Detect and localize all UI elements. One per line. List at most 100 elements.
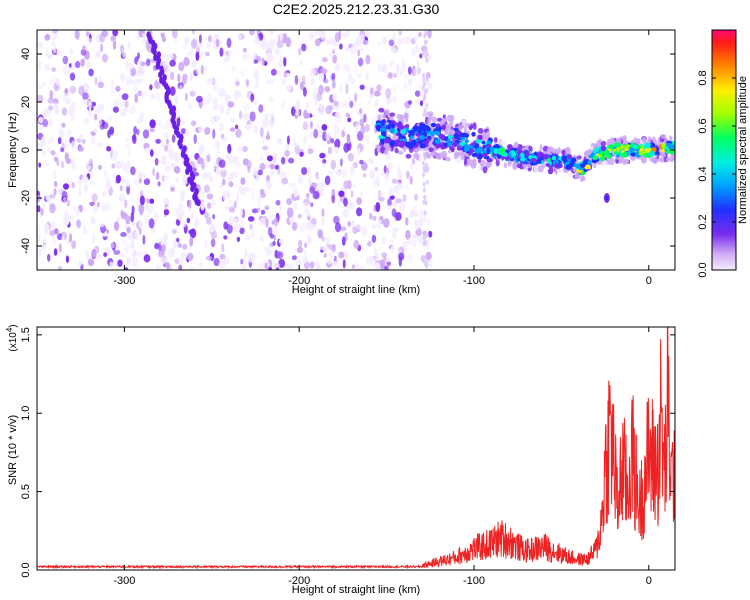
spectrogram-cell <box>272 261 277 270</box>
spectrogram-cell <box>191 59 197 69</box>
spectrogram-cell <box>207 202 212 209</box>
spectrogram-cell <box>416 64 420 70</box>
spectrogram-cell <box>168 148 174 160</box>
spectrogram-cell <box>168 102 173 110</box>
spectrogram-cell <box>150 149 154 157</box>
spectrogram-cell <box>110 79 115 87</box>
spectrogram-cell <box>374 262 381 270</box>
spectrogram-cell <box>91 234 96 244</box>
spectrogram-cell <box>284 264 292 270</box>
spectrogram-cell <box>169 71 175 81</box>
spectrogram-cell <box>410 135 414 140</box>
spectrogram-cell <box>431 116 437 123</box>
spectrogram-cell <box>150 93 156 100</box>
spectrogram-cell <box>41 201 46 209</box>
spectrogram-cell <box>253 51 257 59</box>
spectrogram-y-ticks: -40 -20 0 20 40 <box>20 48 675 254</box>
spectrogram-cell <box>384 172 390 182</box>
spectrogram-cell <box>288 157 295 164</box>
spectrogram-cell <box>205 51 210 57</box>
spectrogram-cell <box>648 136 651 143</box>
spectrogram-cell <box>156 51 161 59</box>
spectrogram-cell <box>418 209 425 219</box>
spectrogram-cell <box>61 235 65 242</box>
spectrogram-cell <box>149 127 155 133</box>
spectrogram-cell <box>353 65 358 74</box>
spectrogram-cell <box>253 70 259 80</box>
spectrogram-cell <box>226 157 233 166</box>
spectrogram-cell <box>588 154 594 159</box>
spectrogram-cell <box>649 142 656 148</box>
spectrogram-cell <box>435 123 441 128</box>
spectrogram-cell <box>182 174 188 185</box>
spectrogram-cell <box>302 121 308 131</box>
spectrogram-cell <box>245 235 251 242</box>
spectrogram-cell <box>261 57 265 66</box>
spectrogram-cell <box>303 135 308 144</box>
spectrogram-cell <box>367 240 372 247</box>
spectrogram-cell <box>118 194 126 203</box>
spectrogram-cell <box>130 166 136 176</box>
spectrogram-cell <box>425 51 429 57</box>
spectrogram-cell <box>353 239 360 249</box>
spectrogram-cell <box>126 184 130 195</box>
spectrogram-cell <box>295 266 301 270</box>
spectrogram-cell <box>294 102 301 111</box>
spectrogram-cell <box>445 123 449 129</box>
spectrogram-cell <box>669 155 675 163</box>
spectrogram-cell <box>96 142 104 148</box>
spectrogram-cell <box>86 165 94 173</box>
spectrogram-cell <box>423 33 427 39</box>
spectrogram-cell <box>668 135 673 143</box>
spectrogram-cell <box>172 247 175 256</box>
spectrogram-cell <box>200 64 204 75</box>
spectrogram-cell <box>220 169 227 178</box>
spectrogram-cell <box>185 92 188 102</box>
colorbar-tick-label: 0.0 <box>697 262 709 277</box>
spectrogram-cell <box>37 234 41 243</box>
spectrogram-cell <box>405 229 411 240</box>
spectrogram-cell <box>118 99 124 107</box>
spectrogram-cell <box>419 53 423 59</box>
spectrogram-cell <box>218 122 224 132</box>
snr-x-ticks: -300 -200 -100 0 <box>113 327 652 587</box>
spectrogram-cell <box>182 244 188 250</box>
spectrogram-cell <box>177 212 184 221</box>
spectrogram-cell <box>380 119 385 125</box>
spectrogram-cell <box>157 181 161 187</box>
spectrogram-cell <box>51 221 56 231</box>
spectrogram-cell <box>385 88 392 99</box>
spectrogram-cell <box>196 199 201 207</box>
spectrogram-cell <box>178 264 183 270</box>
spectrogram-cell <box>464 138 469 144</box>
spectrogram-cell <box>425 102 429 108</box>
spectrogram-cell <box>421 160 425 166</box>
spectrogram-cell <box>601 159 608 167</box>
spectrogram-cell <box>343 249 349 260</box>
spectrogram-cell <box>410 164 414 170</box>
spectrogram-cell <box>259 162 266 171</box>
spectrogram-cell <box>423 194 427 200</box>
spectrogram-cell <box>448 149 452 154</box>
spectrogram-cell <box>163 132 169 139</box>
spectrogram-cell <box>423 107 427 113</box>
spectrogram-cell <box>181 43 188 50</box>
y-tick-label: 0 <box>20 147 32 153</box>
spectrogram-cell <box>110 85 115 95</box>
spectrogram-cell <box>373 248 377 255</box>
spectrogram-cell <box>162 74 167 81</box>
spectrogram-cell <box>623 158 630 165</box>
spectrogram-cell <box>276 40 284 49</box>
spectrogram-cell <box>131 221 137 227</box>
spectrogram-cell <box>463 159 468 166</box>
spectrogram-cell <box>146 205 154 215</box>
spectrogram-cell <box>37 94 44 103</box>
spectrogram-cell <box>273 217 279 227</box>
spectrogram-cell <box>335 111 341 119</box>
spectrogram-cell <box>97 81 105 89</box>
spectrogram-cell <box>136 251 142 257</box>
spectrogram-cell <box>217 148 221 155</box>
spectrogram-cell <box>312 182 318 188</box>
spectrogram-cell <box>520 152 525 158</box>
spectrogram-cell <box>294 74 299 86</box>
